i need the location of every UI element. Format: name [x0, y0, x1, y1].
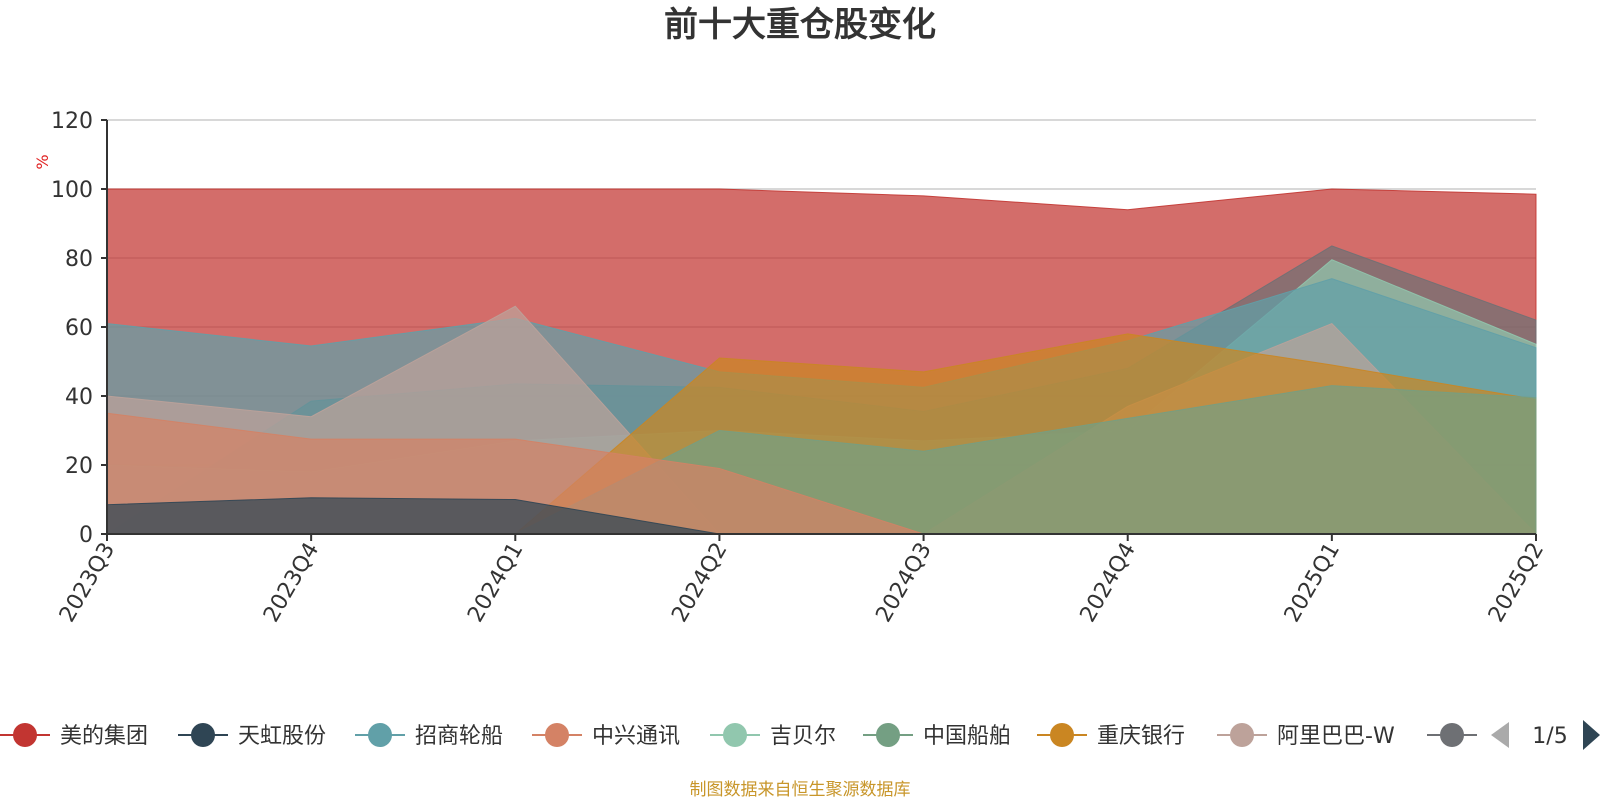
legend-item-阿里巴巴-W[interactable]: 阿里巴巴-W	[1217, 723, 1395, 749]
x-tick-label: 2025Q1	[1280, 539, 1345, 627]
y-tick-label: 60	[65, 316, 93, 341]
legend-label: 天虹股份	[238, 724, 326, 749]
legend-pager: 1/5	[1491, 720, 1600, 750]
legend-item-天虹股份[interactable]: 天虹股份	[178, 723, 326, 749]
legend-label: 中兴通讯	[592, 724, 680, 749]
x-tick-label: 2024Q2	[667, 539, 732, 627]
x-tick-label: 2024Q1	[463, 539, 528, 627]
legend-label: 美的集团	[60, 724, 148, 749]
legend-label: 吉贝尔	[770, 724, 836, 749]
legend[interactable]: 美的集团 天虹股份 招商轮船 中兴通讯 吉贝尔 中国船舶 重庆银行 阿里巴巴-W 1/5	[0, 720, 1600, 750]
legend-marker-icon	[1230, 723, 1254, 747]
legend-item-中国船舶[interactable]: 中国船舶	[863, 723, 1011, 749]
legend-marker-icon	[723, 723, 747, 747]
x-tick-label: 2025Q2	[1484, 539, 1549, 627]
legend-marker-icon	[545, 723, 569, 747]
legend-marker-icon	[13, 723, 37, 747]
legend-label: 招商轮船	[415, 724, 503, 749]
legend-item-招商轮船[interactable]: 招商轮船	[355, 723, 503, 749]
y-tick-label: 80	[65, 247, 93, 272]
chart-title: 前十大重仓股变化	[664, 5, 936, 45]
x-tick-label: 2023Q4	[259, 539, 324, 627]
legend-marker-icon	[368, 723, 392, 747]
stacked-area-series	[105, 188, 1538, 535]
legend-marker-icon	[876, 723, 900, 747]
legend-item-中兴通讯[interactable]: 中兴通讯	[532, 723, 680, 749]
legend-label: 重庆银行	[1097, 724, 1185, 749]
legend-label: 中国船舶	[923, 724, 1011, 749]
legend-marker-icon	[1440, 723, 1464, 747]
legend-marker-icon	[1050, 723, 1074, 747]
legend-marker-icon	[191, 723, 215, 747]
y-tick-label: 100	[51, 178, 93, 203]
x-tick-label: 2024Q3	[871, 539, 936, 627]
y-axis-unit: %	[33, 154, 52, 169]
x-tick-label: 2023Q3	[55, 539, 120, 627]
legend-item-美的集团[interactable]: 美的集团	[0, 723, 148, 749]
y-tick-label: 0	[79, 523, 93, 548]
pager-prev-arrow-icon[interactable]	[1491, 722, 1509, 748]
y-tick-label: 40	[65, 385, 93, 410]
legend-label: 阿里巴巴-W	[1277, 724, 1395, 749]
legend-item-重庆银行[interactable]: 重庆银行	[1037, 723, 1185, 749]
y-tick-label: 20	[65, 454, 93, 479]
data-source-note: 制图数据来自恒生聚源数据库	[690, 780, 911, 800]
legend-item-吉贝尔[interactable]: 吉贝尔	[710, 723, 836, 749]
pager-next-arrow-icon[interactable]	[1583, 720, 1600, 750]
x-tick-label: 2024Q4	[1076, 539, 1141, 627]
y-tick-label: 120	[51, 109, 93, 134]
pager-page-indicator: 1/5	[1532, 724, 1567, 749]
legend-item-series-9[interactable]	[1427, 723, 1477, 747]
